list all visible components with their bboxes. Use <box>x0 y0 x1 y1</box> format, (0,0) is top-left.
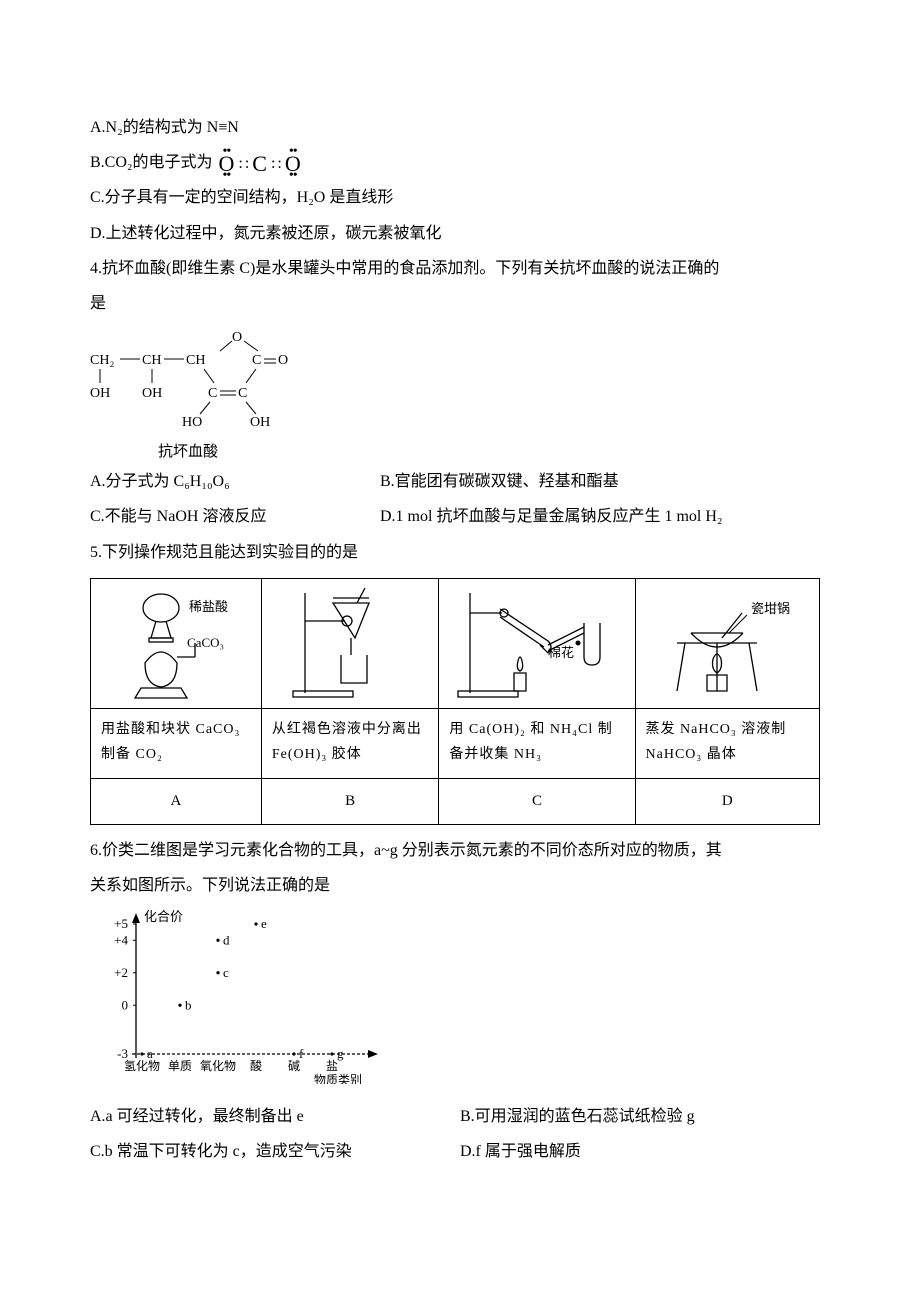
q6-choice-d: D.f 属于强电解质 <box>460 1134 830 1169</box>
desc-b: 从红褐色溶液中分离出 Fe(OH)₃ 胶体 <box>261 708 439 778</box>
svg-text:C: C <box>252 353 261 368</box>
svg-text:氧化物: 氧化物 <box>200 1059 236 1073</box>
molecule-caption: 抗坏血酸 <box>158 444 830 461</box>
svg-text:c: c <box>223 965 229 980</box>
desc-c: 用 Ca(OH)₂ 和 NH₄Cl 制备并收集 NH₃ <box>439 708 635 778</box>
q4-stem-line2: 是 <box>90 286 830 321</box>
svg-text:+4: +4 <box>114 932 128 947</box>
q4-choice-d: D.1 mol 抗坏血酸与足量金属钠反应产生 1 mol H₂ <box>380 499 830 534</box>
opt-b: B <box>261 778 439 824</box>
svg-text:a: a <box>147 1046 153 1061</box>
svg-text:酸: 酸 <box>250 1058 262 1073</box>
svg-text:C: C <box>208 386 217 401</box>
svg-text:碱: 碱 <box>288 1059 300 1073</box>
cell-b-diagram <box>261 578 439 708</box>
q6-stem-line2: 关系如图所示。下列说法正确的是 <box>90 868 830 903</box>
svg-text:+5: +5 <box>114 916 128 931</box>
svg-text:OH: OH <box>142 386 162 401</box>
q6-choice-a: A.a 可经过转化，最终制备出 e <box>90 1099 460 1134</box>
ascorbic-acid-structure: O CH₂ CH CH C O OH OH C C HO OH <box>90 329 830 460</box>
svg-text:+2: +2 <box>114 965 128 980</box>
svg-text:单质: 单质 <box>168 1059 192 1073</box>
svg-text:CH: CH <box>186 353 205 368</box>
svg-text:OH: OH <box>90 386 110 401</box>
svg-text:化合价: 化合价 <box>144 909 183 924</box>
svg-text:物质类别: 物质类别 <box>314 1073 362 1084</box>
q3-b-prefix: B.CO₂的电子式为 <box>90 154 212 171</box>
svg-text:f: f <box>299 1046 304 1061</box>
cell-c-diagram: 棉花 <box>439 578 635 708</box>
q6-choice-c: C.b 常温下可转化为 c，造成空气污染 <box>90 1134 460 1169</box>
cell-d-diagram: 瓷坩锅 <box>635 578 819 708</box>
svg-text:d: d <box>223 932 230 947</box>
svg-text:g: g <box>337 1046 344 1061</box>
svg-text:OH: OH <box>250 415 270 430</box>
opt-c: C <box>439 778 635 824</box>
molecule-svg: O CH₂ CH CH C O OH OH C C HO OH <box>90 329 320 439</box>
svg-text:HO: HO <box>182 415 202 430</box>
desc-d: 蒸发 NaHCO₃ 溶液制 NaHCO₃ 晶体 <box>635 708 819 778</box>
valence-2d-chart: +5+4+20-3化合价氢化物单质氧化物酸碱盐物质类别abcdefg <box>90 909 830 1097</box>
opt-d: D <box>635 778 819 824</box>
svg-text:O: O <box>278 353 288 368</box>
label-dilute-hcl: 稀盐酸 <box>189 599 228 614</box>
svg-text:O: O <box>232 330 242 345</box>
experiment-table: 稀盐酸 CaCO₃ <box>90 578 820 825</box>
cell-a-diagram: 稀盐酸 CaCO₃ <box>91 578 262 708</box>
label-caco3: CaCO₃ <box>187 635 224 650</box>
q4-stem-line1: 4.抗坏血酸(即维生素 C)是水果罐头中常用的食品添加剂。下列有关抗坏血酸的说法… <box>90 251 830 286</box>
svg-text:0: 0 <box>122 997 129 1012</box>
svg-text:b: b <box>185 997 192 1012</box>
co2-electron-formula: ••O•• : : C : : ••O•• <box>216 153 302 175</box>
svg-text:氢化物: 氢化物 <box>124 1058 160 1073</box>
q4-choice-c: C.不能与 NaOH 溶液反应 <box>90 499 380 534</box>
label-cotton: 棉花 <box>548 645 574 660</box>
desc-a: 用盐酸和块状 CaCO₃ 制备 CO₂ <box>91 708 262 778</box>
svg-text:CH: CH <box>142 353 161 368</box>
label-crucible: 瓷坩锅 <box>751 601 790 616</box>
svg-text:C: C <box>238 386 247 401</box>
q4-choice-b: B.官能团有碳碳双键、羟基和酯基 <box>380 464 830 499</box>
q4-choice-a: A.分子式为 C₆H₁₀O₆ <box>90 464 380 499</box>
q6-stem-line1: 6.价类二维图是学习元素化合物的工具，a~g 分别表示氮元素的不同价态所对应的物… <box>90 833 830 868</box>
q6-choice-b: B.可用湿润的蓝色石蕊试纸检验 g <box>460 1099 830 1134</box>
q3-choice-b: B.CO₂的电子式为 ••O•• : : C : : ••O•• <box>90 145 830 180</box>
q3-choice-d: D.上述转化过程中，氮元素被还原，碳元素被氧化 <box>90 216 830 251</box>
svg-text:e: e <box>261 916 267 931</box>
svg-text:CH₂: CH₂ <box>90 353 114 368</box>
q3-choice-a: A.N₂的结构式为 N≡N <box>90 110 830 145</box>
opt-a: A <box>91 778 262 824</box>
q3-choice-c: C.分子具有一定的空间结构，H₂O 是直线形 <box>90 180 830 215</box>
q5-stem: 5.下列操作规范且能达到实验目的的是 <box>90 535 830 570</box>
svg-text:盐: 盐 <box>326 1059 338 1073</box>
